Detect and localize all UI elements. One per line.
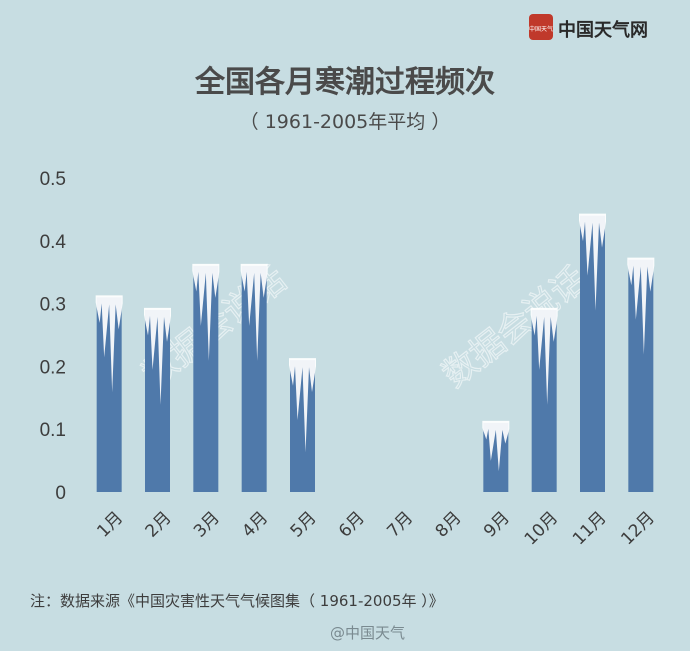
source-note: 注：数据来源《中国灾害性天气气候图集（ 1961-2005年 ）》	[30, 592, 444, 610]
bar	[580, 215, 605, 492]
bar	[531, 309, 557, 492]
x-tick-label: 8月	[432, 508, 466, 542]
icicle	[192, 263, 220, 361]
icicle	[289, 358, 316, 453]
brand-logo: 中国天气 中国天气网	[529, 14, 648, 41]
bars	[95, 213, 655, 492]
icicle	[95, 295, 123, 393]
chart-subtitle: （ 1961-2005年平均 ）	[240, 111, 451, 133]
brand-name: 中国天气网	[558, 19, 648, 41]
x-tick-label: 5月	[287, 508, 321, 542]
x-tick-label: 1月	[93, 508, 127, 542]
icicle	[240, 263, 268, 361]
bar	[628, 259, 654, 492]
icicle	[579, 213, 606, 311]
y-tick-label: 0.5	[40, 169, 66, 190]
icicle	[482, 420, 510, 472]
bar	[241, 265, 267, 492]
icicle	[530, 307, 558, 405]
y-tick-label: 0.2	[40, 357, 66, 378]
x-tick-label: 9月	[480, 508, 514, 542]
x-tick-label: 12月	[617, 508, 658, 549]
y-tick-label: 0.4	[40, 232, 67, 253]
x-tick-label: 7月	[383, 508, 417, 542]
x-tick-label: 11月	[569, 508, 610, 549]
y-tick-label: 0	[55, 483, 66, 504]
seal-text: 中国天气	[529, 25, 553, 33]
y-axis: 0 0.1 0.2 0.3 0.4 0.5	[40, 169, 67, 504]
seal-icon	[529, 14, 553, 40]
x-tick-label: 3月	[190, 508, 224, 542]
bar	[193, 265, 219, 492]
watermark-right: 数据会说话	[435, 259, 594, 395]
bar	[145, 309, 170, 492]
x-tick-label: 10月	[521, 508, 562, 549]
x-tick-label: 4月	[238, 508, 272, 542]
x-axis: 1月 2月 3月 4月 5月 6月 7月 8月 9月 10月 11月 12月	[93, 508, 658, 549]
y-tick-label: 0.1	[40, 420, 66, 441]
weibo-handle: @中国天气	[330, 624, 405, 642]
icicle	[144, 307, 171, 405]
y-tick-label: 0.3	[40, 295, 66, 316]
chart-title: 全国各月寒潮过程频次	[194, 65, 495, 100]
bar	[96, 297, 122, 492]
x-tick-label: 6月	[335, 508, 369, 542]
x-tick-label: 2月	[142, 508, 176, 542]
icicle	[627, 257, 655, 355]
